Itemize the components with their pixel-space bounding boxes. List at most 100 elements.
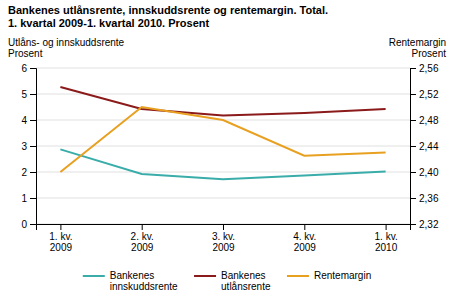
tick: 3. kv.2009 [212,224,235,253]
title: Bankenes utlånsrente, innskuddsrente og … [8,4,328,16]
tick: 2,44 [410,141,439,152]
axis-line [30,69,37,225]
tick-label: 2,36 [419,193,439,204]
text-line: 2009 [131,242,154,253]
tick-mark [30,172,36,173]
text-line: 4. kv. [293,231,316,242]
y-axis: 0 1 2 3 4 5 6 [21,63,36,230]
tick: 2,36 [410,193,439,204]
tick-mark [30,120,36,121]
text-line: Bankenes [221,270,265,281]
text-line: 3. kv. [212,231,235,242]
text-line: innskuddsrente [110,281,178,292]
tick-label: 2 [21,167,27,178]
grid-line [36,68,410,69]
tick: 4 [21,115,36,126]
tick: 4. kv.2009 [293,224,316,253]
text-line: Bankenes [110,270,154,281]
text-line: 2009 [212,242,235,253]
text-line: 1. kv. [375,231,398,242]
legend: BankenesinnskuddsrenteBankenesutlånsrent… [83,270,371,292]
y2-axis-label: Prosent [412,48,447,59]
tick-label: 2,40 [419,167,439,178]
grid [36,68,410,224]
tick: 2,40 [410,167,439,178]
tick-label: 6 [21,63,27,74]
line [60,87,385,116]
grid-line [36,94,410,95]
tick-label: 3 [21,141,27,152]
tick-label: 2,56 [419,63,439,74]
tick-label: 0 [21,219,27,230]
tick-label: 1. kv.2010 [375,231,398,253]
line [60,107,385,172]
tick-label: 2,48 [419,115,439,126]
tick-mark [60,224,61,230]
tick-mark [410,146,416,147]
tick-mark [410,94,416,95]
tick-mark [304,224,305,230]
legend-swatch [194,275,216,277]
tick-mark [30,94,36,95]
legend-entry: Rentemargin [287,270,371,281]
tick-label: 2,52 [419,89,439,100]
tick-mark [223,224,224,230]
axis-line [411,69,417,225]
tick-mark [30,198,36,199]
tick-label: 2,44 [419,141,439,152]
tick-label: 5 [21,89,27,100]
tick-mark [410,120,416,121]
tick: 5 [21,89,36,100]
tick: 1 [21,193,36,204]
legend-label: Bankenesutlånsrente [221,270,271,292]
tick: 3 [21,141,36,152]
tick: 2. kv.2009 [131,224,154,253]
plot: 0 1 2 3 4 5 6 2,32 2,36 2,40 2,44 2,48 2,52 2,56 1. kv… [21,63,438,253]
grid-line [36,198,410,199]
y2-axis: 2,32 2,36 2,40 2,44 2,48 2,52 2,56 [410,63,439,230]
subtitle: 1. kvartal 2009-1. kvartal 2010. Prosent [8,17,210,29]
tick: 6 [21,63,36,74]
tick: 2 [21,167,36,178]
tick-label: 4. kv.2009 [293,231,316,253]
tick-label: 4 [21,115,27,126]
tick-mark [410,172,416,173]
chart: Bankenes utlånsrente, innskuddsrente og … [0,0,454,302]
axis-line [37,225,411,231]
x-axis: 1. kv.20092. kv.20093. kv.20094. kv.2009… [37,224,411,253]
tick-mark [30,68,36,69]
text-line: 2. kv. [131,231,154,242]
text-line: utlånsrente [221,281,271,292]
tick-label: 1. kv.2009 [49,231,72,253]
text-line: 1. kv. [49,231,72,242]
y2-axis-label: Rentemargin [389,37,446,48]
series-group [60,87,385,179]
text-line: 2009 [294,242,317,253]
tick: 1. kv.2009 [49,224,72,253]
y-axis-label: Prosent [8,48,43,59]
tick-mark [410,68,416,69]
tick-mark [30,224,36,225]
tick-mark [30,146,36,147]
text-line: 2010 [375,242,398,253]
tick-label: 2. kv.2009 [131,231,154,253]
legend-swatch [83,275,105,277]
tick: 2,56 [410,63,439,74]
tick-label: 1 [21,193,27,204]
tick-mark [386,224,387,230]
legend-label: Rentemargin [314,270,371,281]
tick: 2,48 [410,115,439,126]
tick-label: 2,32 [419,219,439,230]
tick-mark [410,198,416,199]
text-line: 2009 [50,242,73,253]
legend-entry: Bankenesinnskuddsrente [83,270,178,292]
legend-entry: Bankenesutlånsrente [194,270,271,292]
legend-swatch [287,275,309,277]
tick: 1. kv.2010 [375,224,398,253]
tick: 2,32 [410,219,439,230]
tick-label: 3. kv.2009 [212,231,235,253]
legend-label: Bankenesinnskuddsrente [110,270,178,292]
text-line: Rentemargin [314,270,371,281]
y-axis-label: Utlåns- og innskuddsrente [8,37,125,48]
tick-mark [142,224,143,230]
